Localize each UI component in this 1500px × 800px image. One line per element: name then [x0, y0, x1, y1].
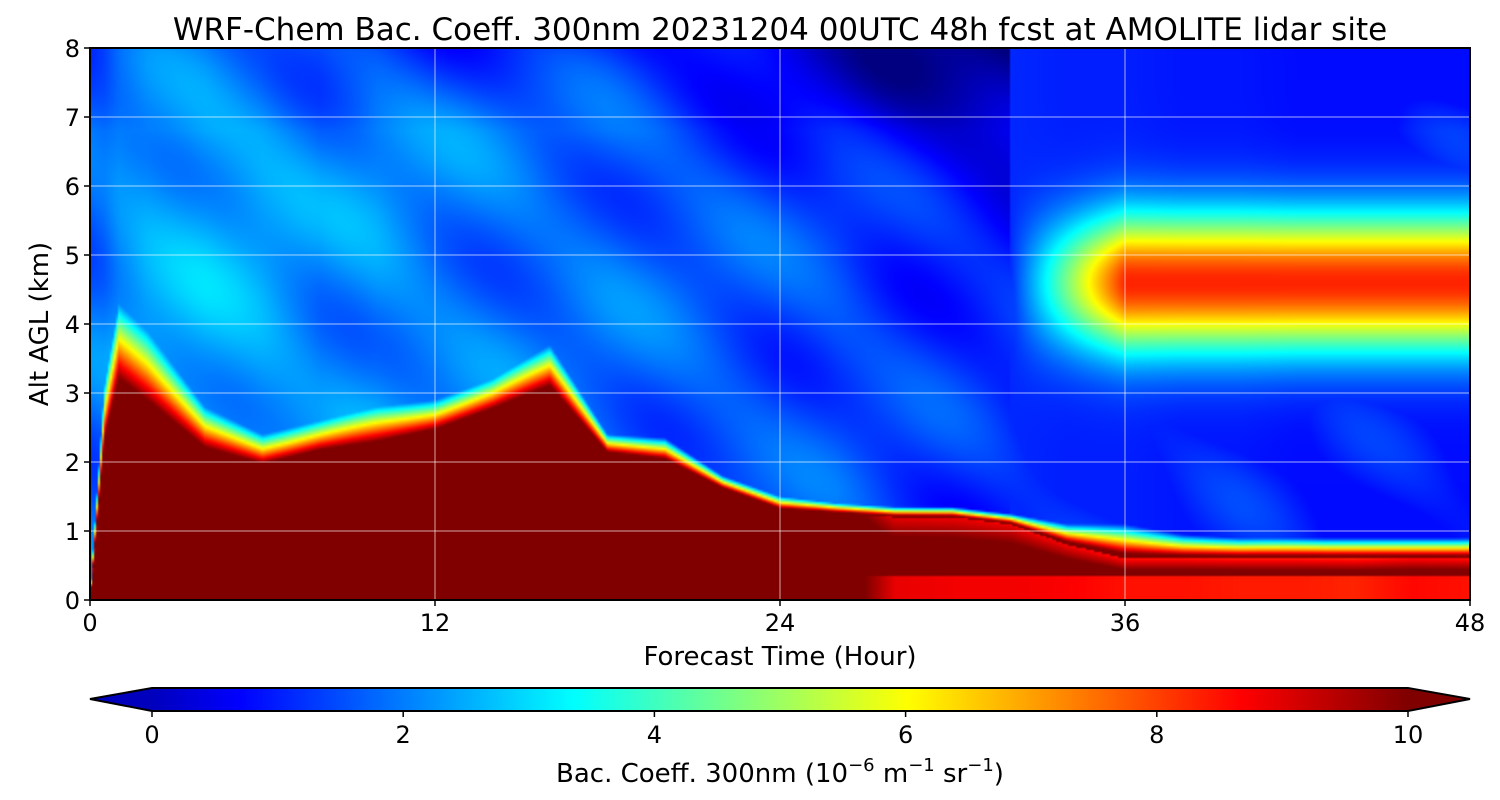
colorbar-label-unit-sr: sr — [935, 759, 968, 789]
y-tick-label: 3 — [65, 380, 80, 408]
x-tick-label: 36 — [1110, 609, 1141, 637]
colorbar-label-unit-m: m — [875, 759, 909, 789]
colorbar-label-end: ) — [994, 759, 1004, 789]
colorbar-tick-label: 8 — [1149, 721, 1164, 749]
colorbar-tick-label: 2 — [396, 721, 411, 749]
x-axis: 0 12 24 36 48 — [82, 600, 1485, 637]
colorbar-label-exp-1: −6 — [848, 755, 875, 776]
colorbar-gradient — [90, 688, 1470, 711]
colorbar-tick-label: 4 — [647, 721, 662, 749]
x-tick-label: 24 — [765, 609, 796, 637]
x-tick-label: 48 — [1455, 609, 1486, 637]
x-axis-title: Forecast Time (Hour) — [643, 642, 916, 672]
x-tick-label: 0 — [82, 609, 97, 637]
plot-area — [89, 47, 1471, 601]
y-tick-label: 6 — [65, 173, 80, 201]
y-tick-label: 8 — [65, 35, 80, 63]
colorbar-label-exp-2: −1 — [908, 755, 935, 776]
y-axis: 0 1 2 3 4 5 6 7 8 — [65, 35, 90, 615]
colorbar-tick-label: 0 — [144, 721, 159, 749]
y-tick-label: 4 — [65, 311, 80, 339]
y-tick-label: 2 — [65, 449, 80, 477]
y-tick-label: 1 — [65, 518, 80, 546]
colorbar-ticks: 0 2 4 6 8 10 — [144, 711, 1423, 749]
colorbar: 0 2 4 6 8 10 Bac. Coeff. 300nm (10−6 m−1 sr−1… — [89, 687, 1471, 789]
y-tick-label: 5 — [65, 242, 80, 270]
colorbar-label-main: Bac. Coeff. 300nm (10 — [556, 759, 848, 789]
colorbar-tick-label: 6 — [898, 721, 913, 749]
y-axis-title: Alt AGL (km) — [25, 242, 55, 406]
chart-title: WRF-Chem Bac. Coeff. 300nm 20231204 00UT… — [173, 12, 1387, 48]
colorbar-label-exp-3: −1 — [967, 755, 994, 776]
y-tick-label: 7 — [65, 104, 80, 132]
y-tick-label: 0 — [65, 587, 80, 615]
x-tick-label: 12 — [420, 609, 451, 637]
colorbar-label: Bac. Coeff. 300nm (10−6 m−1 sr−1) — [556, 755, 1004, 789]
colorbar-tick-label: 10 — [1393, 721, 1424, 749]
grid-lines — [90, 48, 1470, 600]
